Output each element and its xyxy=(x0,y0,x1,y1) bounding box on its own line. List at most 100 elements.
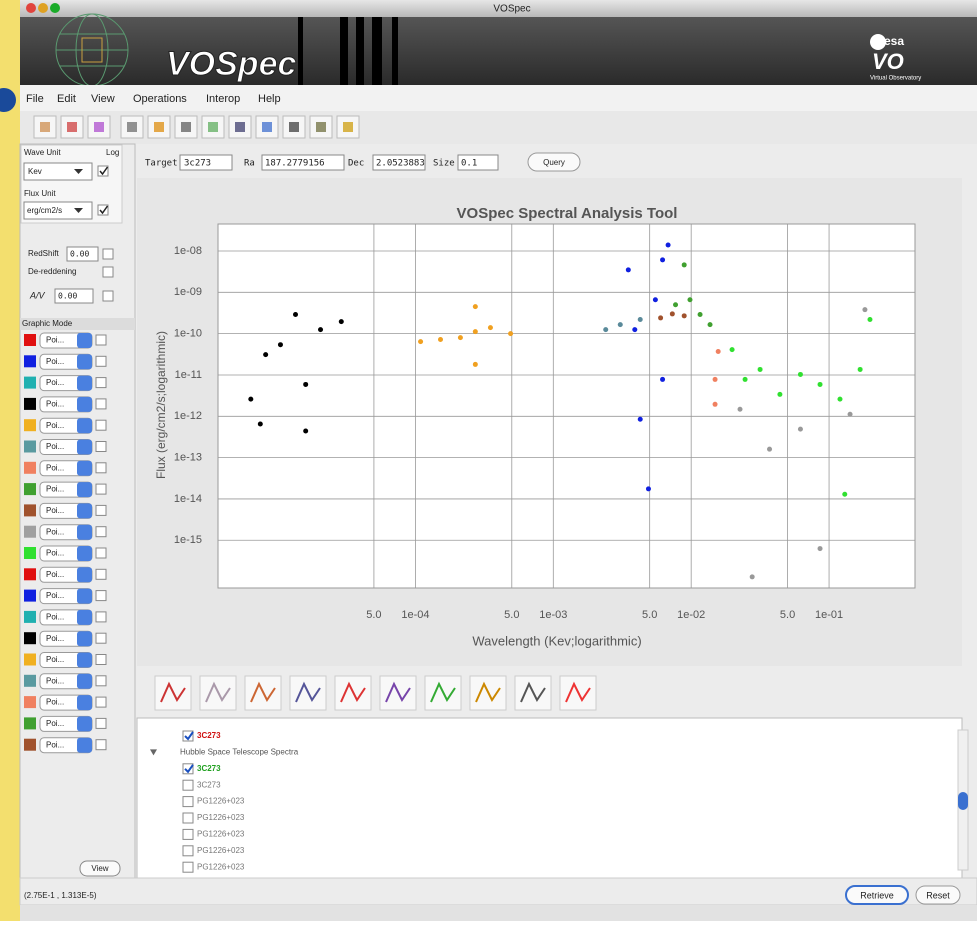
mode-checkbox[interactable] xyxy=(96,740,106,750)
mode-swatch xyxy=(24,632,36,644)
mode-stepper xyxy=(77,695,92,710)
results-tree xyxy=(137,718,962,878)
mode-value: Poi... xyxy=(46,591,64,600)
y-tick-label: 1e-13 xyxy=(174,452,202,464)
mode-checkbox[interactable] xyxy=(96,548,106,558)
esa-text: esa xyxy=(884,34,904,48)
mode-value: Poi... xyxy=(46,740,64,749)
target-value: 3c273 xyxy=(184,159,211,169)
mode-swatch xyxy=(24,355,36,367)
mode-checkbox[interactable] xyxy=(96,676,106,686)
tree-item[interactable]: PG1226+023 xyxy=(197,830,245,839)
mode-value: Poi... xyxy=(46,378,64,387)
tree-item[interactable]: PG1226+023 xyxy=(197,797,245,806)
tree-item[interactable]: PG1226+023 xyxy=(197,846,245,855)
mode-checkbox[interactable] xyxy=(96,399,106,409)
data-point xyxy=(660,257,665,262)
mode-value: Poi... xyxy=(46,357,64,366)
mode-value: Poi... xyxy=(46,634,64,643)
x-tick-label: 5.0 xyxy=(780,609,795,621)
tool-icon xyxy=(316,122,326,132)
mode-stepper xyxy=(77,418,92,433)
mode-checkbox[interactable] xyxy=(96,527,106,537)
mode-stepper xyxy=(77,376,92,391)
mode-checkbox[interactable] xyxy=(96,420,106,430)
tree-checkbox[interactable] xyxy=(183,846,193,856)
mode-checkbox[interactable] xyxy=(96,697,106,707)
mode-value: Poi... xyxy=(46,463,64,472)
menu-item[interactable]: Help xyxy=(258,93,281,105)
menu-item[interactable]: Interop xyxy=(206,93,240,105)
x-tick-label: 1e-01 xyxy=(815,609,843,621)
mode-value: Poi... xyxy=(46,506,64,515)
close-button[interactable] xyxy=(26,3,36,13)
y-axis-label: Flux (erg/cm2/s;logarithmic) xyxy=(154,331,168,479)
mode-checkbox[interactable] xyxy=(96,484,106,494)
tree-checkbox[interactable] xyxy=(183,829,193,839)
mode-checkbox[interactable] xyxy=(96,378,106,388)
menu-item[interactable]: Operations xyxy=(133,93,187,105)
mode-swatch xyxy=(24,483,36,495)
mode-value: Poi... xyxy=(46,421,64,430)
ra-value: 187.2779156 xyxy=(265,159,325,169)
tree-checkbox[interactable] xyxy=(183,813,193,823)
mode-checkbox[interactable] xyxy=(96,335,106,345)
data-point xyxy=(458,335,463,340)
tree-item[interactable]: 3C273 xyxy=(197,731,221,740)
data-point xyxy=(653,297,658,302)
dereddening-checkbox[interactable] xyxy=(103,267,113,277)
mode-checkbox[interactable] xyxy=(96,591,106,601)
zoom-button[interactable] xyxy=(50,3,60,13)
minimize-button[interactable] xyxy=(38,3,48,13)
mode-checkbox[interactable] xyxy=(96,612,106,622)
av-checkbox[interactable] xyxy=(103,291,113,301)
data-point xyxy=(858,367,863,372)
mode-value: Poi... xyxy=(46,400,64,409)
tree-item[interactable]: 3C273 xyxy=(197,764,221,773)
mode-checkbox[interactable] xyxy=(96,569,106,579)
data-point xyxy=(682,262,687,267)
tree-checkbox[interactable] xyxy=(183,780,193,790)
menu-item[interactable]: View xyxy=(91,93,115,105)
tree-item[interactable]: 3C273 xyxy=(197,780,221,789)
wave-unit-label: Wave Unit xyxy=(24,148,61,157)
mode-value: Poi... xyxy=(46,613,64,622)
size-value: 0.1 xyxy=(461,159,477,169)
data-point xyxy=(798,372,803,377)
menu-item[interactable]: Edit xyxy=(57,93,76,105)
mode-swatch xyxy=(24,504,36,516)
mode-checkbox[interactable] xyxy=(96,505,106,515)
data-point xyxy=(687,297,692,302)
data-point xyxy=(473,329,478,334)
mode-checkbox[interactable] xyxy=(96,463,106,473)
data-point xyxy=(488,325,493,330)
y-tick-label: 1e-15 xyxy=(174,534,202,546)
data-point xyxy=(658,315,663,320)
mode-checkbox[interactable] xyxy=(96,442,106,452)
flux-unit-value: erg/cm2/s xyxy=(27,206,62,215)
mode-stepper xyxy=(77,397,92,412)
mode-swatch xyxy=(24,526,36,538)
mode-checkbox[interactable] xyxy=(96,633,106,643)
tree-item[interactable]: PG1226+023 xyxy=(197,862,245,871)
menu-item[interactable]: File xyxy=(26,93,44,105)
mode-stepper xyxy=(77,461,92,476)
mode-value: Poi... xyxy=(46,698,64,707)
y-tick-label: 1e-10 xyxy=(174,328,202,340)
data-point xyxy=(713,377,718,382)
scroll-thumb[interactable] xyxy=(958,792,968,810)
mode-checkbox[interactable] xyxy=(96,655,106,665)
tree-checkbox[interactable] xyxy=(183,862,193,872)
tree-item[interactable]: PG1226+023 xyxy=(197,813,245,822)
mode-value: Poi... xyxy=(46,719,64,728)
tree-checkbox[interactable] xyxy=(183,797,193,807)
mode-checkbox[interactable] xyxy=(96,356,106,366)
reset-label: Reset xyxy=(926,890,950,900)
y-tick-label: 1e-14 xyxy=(174,493,202,505)
mode-checkbox[interactable] xyxy=(96,718,106,728)
toolbar-icons xyxy=(34,116,359,138)
redshift-checkbox[interactable] xyxy=(103,249,113,259)
data-point xyxy=(263,352,268,357)
tool-icon xyxy=(154,122,164,132)
data-point xyxy=(418,339,423,344)
